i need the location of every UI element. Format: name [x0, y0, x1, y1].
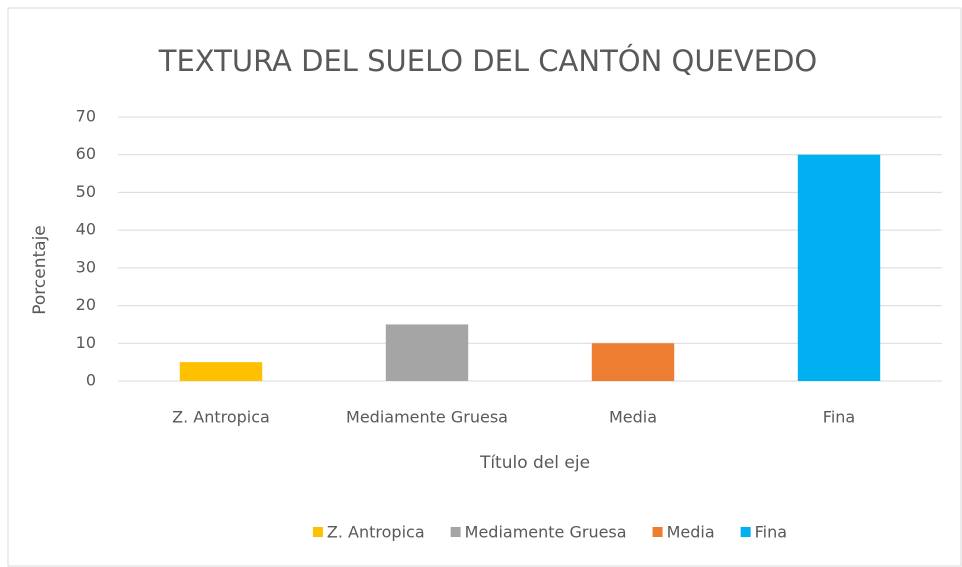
y-tick-label: 30: [76, 257, 96, 276]
legend-label: Media: [667, 523, 715, 542]
y-tick-label: 50: [76, 182, 96, 201]
legend-swatch: [652, 527, 663, 537]
y-tick-label: 20: [76, 295, 96, 314]
legend-label: Fina: [755, 523, 787, 542]
x-tick-label: Fina: [823, 408, 855, 427]
x-tick-label: Media: [609, 408, 657, 427]
x-axis-title: Título del eje: [479, 453, 590, 473]
y-tick-label: 60: [76, 144, 96, 163]
y-tick-label: 0: [86, 371, 96, 390]
bar: [179, 362, 263, 381]
chart-title: TEXTURA DEL SUELO DEL CANTÓN QUEVEDO: [158, 44, 817, 78]
legend-swatch: [450, 527, 461, 537]
y-axis-title: Porcentaje: [30, 225, 50, 315]
bar: [591, 343, 675, 381]
x-tick-label: Mediamente Gruesa: [346, 408, 508, 427]
y-tick-label: 70: [76, 107, 96, 126]
bar: [385, 324, 469, 381]
legend-label: Mediamente Gruesa: [465, 523, 627, 542]
y-tick-label: 10: [76, 333, 96, 352]
bar: [797, 154, 881, 381]
legend-label: Z. Antropica: [327, 523, 425, 542]
x-tick-label: Z. Antropica: [172, 408, 270, 427]
legend-swatch: [740, 527, 751, 537]
y-tick-label: 40: [76, 220, 96, 239]
legend-swatch: [312, 527, 323, 537]
